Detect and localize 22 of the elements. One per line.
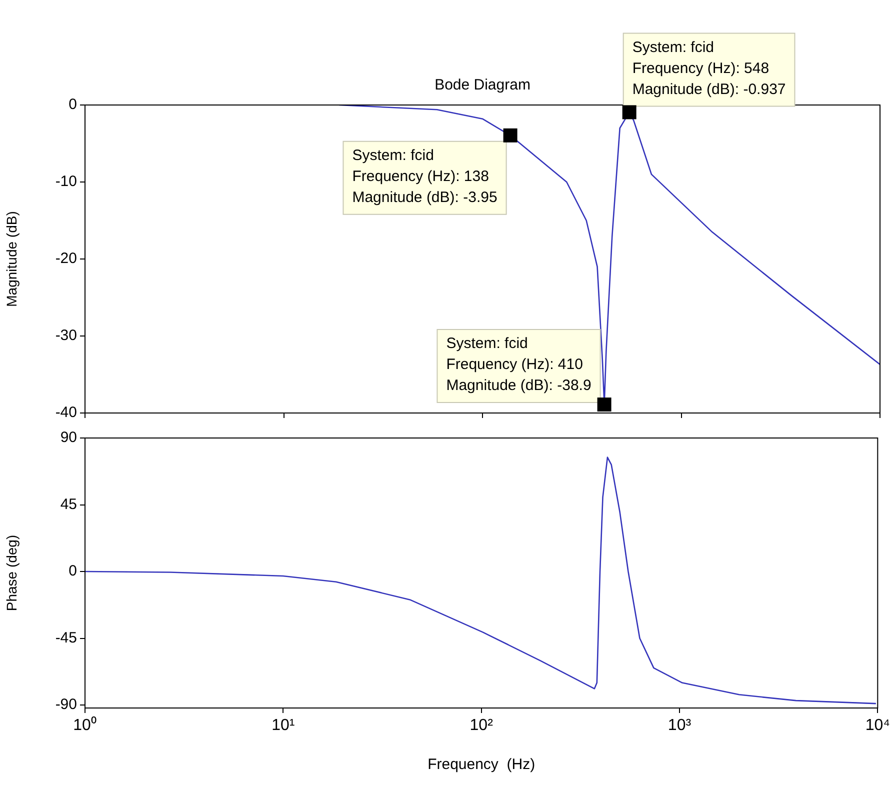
annotation: System: fcid Frequency (Hz): 548 Magnitude (dB): -0.937 (632, 38, 786, 98)
x-tick-label: 10⁰ (73, 716, 97, 734)
x-tick-label: 10³ (668, 717, 692, 734)
y-tick-label: -30 (55, 327, 77, 344)
x-tick-label: 10¹ (272, 717, 295, 734)
annotation: System: fcid Frequency (Hz): 138 Magnitude (dB): -3.95 (352, 147, 498, 206)
annotation: System: fcid Frequency (Hz): 410 Magnitude (dB): -38.9 (446, 335, 592, 394)
y-tick-label: -40 (55, 404, 77, 422)
y-tick-label: -10 (55, 173, 77, 190)
chart-title: Bode Diagram (434, 76, 530, 94)
x-tick-label: 10⁴ (865, 717, 890, 734)
y-tick-label: 0 (68, 562, 77, 580)
y-tick-label: 45 (60, 496, 77, 513)
y-tick-label: 90 (60, 429, 77, 446)
y-axis-title: Magnitude (dB) (3, 211, 20, 307)
x-tick-label: 10² (470, 717, 494, 734)
y-tick-label: -20 (55, 250, 77, 268)
y-tick-label: -45 (55, 629, 77, 646)
y-axis-title: Phase (deg) (3, 534, 20, 612)
y-tick-label: -90 (55, 696, 77, 714)
y-tick-label: 0 (68, 96, 77, 114)
x-axis-title: Frequency (Hz) (428, 756, 536, 774)
